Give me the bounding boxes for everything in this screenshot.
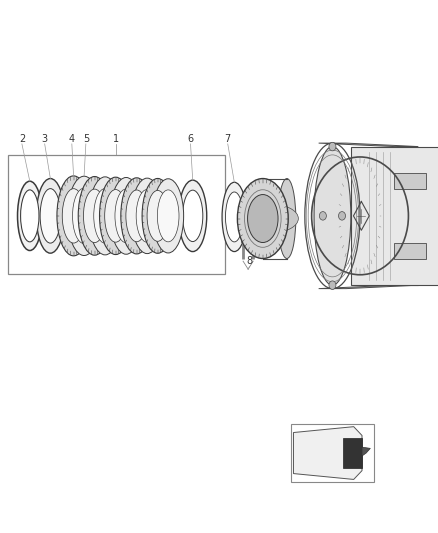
Ellipse shape [94, 189, 117, 243]
Ellipse shape [89, 177, 121, 255]
Ellipse shape [36, 179, 64, 253]
Text: 8: 8 [247, 256, 253, 266]
Text: 4: 4 [69, 134, 75, 144]
Ellipse shape [136, 189, 158, 243]
Ellipse shape [314, 147, 351, 285]
Ellipse shape [57, 176, 90, 256]
Ellipse shape [179, 180, 207, 252]
Text: 6: 6 [187, 134, 194, 144]
Bar [394, 243, 426, 259]
Ellipse shape [105, 190, 127, 242]
Ellipse shape [67, 176, 101, 255]
Ellipse shape [84, 189, 106, 243]
Ellipse shape [251, 241, 255, 243]
Ellipse shape [142, 179, 173, 253]
Ellipse shape [121, 178, 152, 254]
Ellipse shape [278, 179, 296, 259]
Ellipse shape [99, 177, 132, 255]
Polygon shape [318, 285, 418, 289]
Ellipse shape [147, 190, 168, 241]
Bar [343, 438, 362, 468]
Ellipse shape [131, 178, 163, 254]
Circle shape [339, 212, 346, 220]
Polygon shape [293, 426, 362, 480]
Text: 5: 5 [83, 134, 89, 144]
Ellipse shape [183, 190, 203, 241]
Circle shape [329, 281, 336, 289]
Ellipse shape [241, 241, 245, 243]
Ellipse shape [115, 189, 138, 243]
Ellipse shape [247, 195, 278, 243]
Ellipse shape [253, 203, 273, 235]
Circle shape [329, 142, 336, 151]
Bar [394, 173, 426, 189]
Bar [351, 147, 438, 285]
Ellipse shape [18, 181, 42, 251]
Bar [394, 147, 418, 285]
Ellipse shape [222, 182, 247, 252]
Polygon shape [318, 143, 418, 147]
Ellipse shape [157, 190, 179, 242]
Ellipse shape [226, 192, 243, 242]
Ellipse shape [126, 190, 148, 242]
Bar [8, 155, 225, 274]
Ellipse shape [40, 189, 60, 243]
Text: 2: 2 [19, 134, 25, 144]
Ellipse shape [73, 188, 95, 244]
Ellipse shape [78, 176, 111, 255]
Ellipse shape [247, 205, 298, 232]
Bar [291, 424, 374, 482]
Ellipse shape [21, 190, 39, 242]
Text: 1: 1 [113, 134, 119, 144]
Text: 3: 3 [42, 134, 48, 144]
Polygon shape [362, 447, 370, 456]
Ellipse shape [62, 189, 85, 243]
Ellipse shape [153, 179, 184, 253]
Ellipse shape [237, 179, 288, 259]
Text: 7: 7 [225, 134, 231, 144]
Ellipse shape [110, 177, 142, 254]
Circle shape [319, 212, 326, 220]
